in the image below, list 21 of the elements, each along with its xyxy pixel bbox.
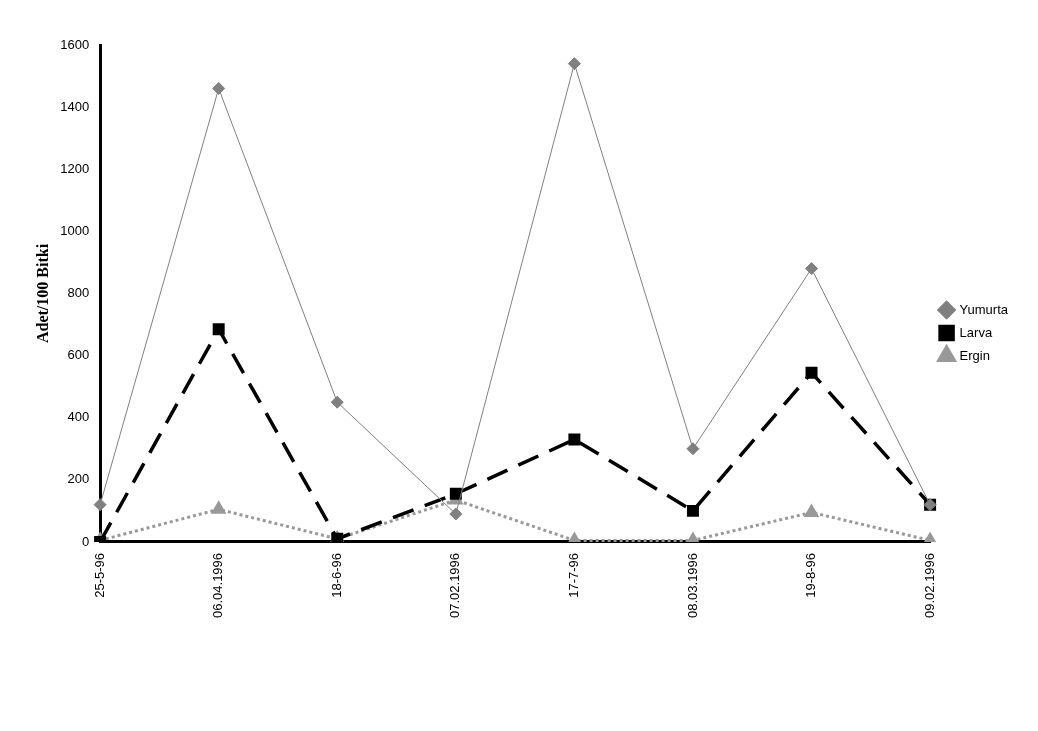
x-tick-label: 06.04.1996 (210, 552, 226, 619)
x-tick-label: 08.03.1996 (684, 552, 700, 619)
y-tick-label: 1000 (60, 222, 90, 238)
x-tick-label: 09.02.1996 (921, 552, 937, 619)
x-tick-label: 19-8-96 (803, 552, 819, 598)
legend-label: Larva (959, 324, 993, 340)
x-tick-label: 25-5-96 (91, 552, 107, 598)
y-axis-title: Adet/100 Bitki (33, 243, 51, 344)
x-tick-label: 18-6-96 (328, 552, 344, 598)
y-tick-label: 1600 (60, 36, 90, 52)
legend-label: Ergin (959, 347, 990, 363)
y-tick-label: 0 (81, 533, 90, 549)
y-tick-label: 1200 (60, 160, 90, 176)
y-tick-label: 1400 (60, 98, 90, 114)
legend-label: Yumurta (959, 301, 1009, 317)
x-tick-label: 07.02.1996 (447, 552, 463, 619)
y-tick-label: 600 (67, 347, 90, 363)
x-tick-label: 17-7-96 (565, 552, 581, 598)
y-tick-label: 400 (67, 409, 90, 425)
y-tick-label: 200 (67, 471, 90, 487)
y-tick-label: 800 (67, 285, 90, 301)
